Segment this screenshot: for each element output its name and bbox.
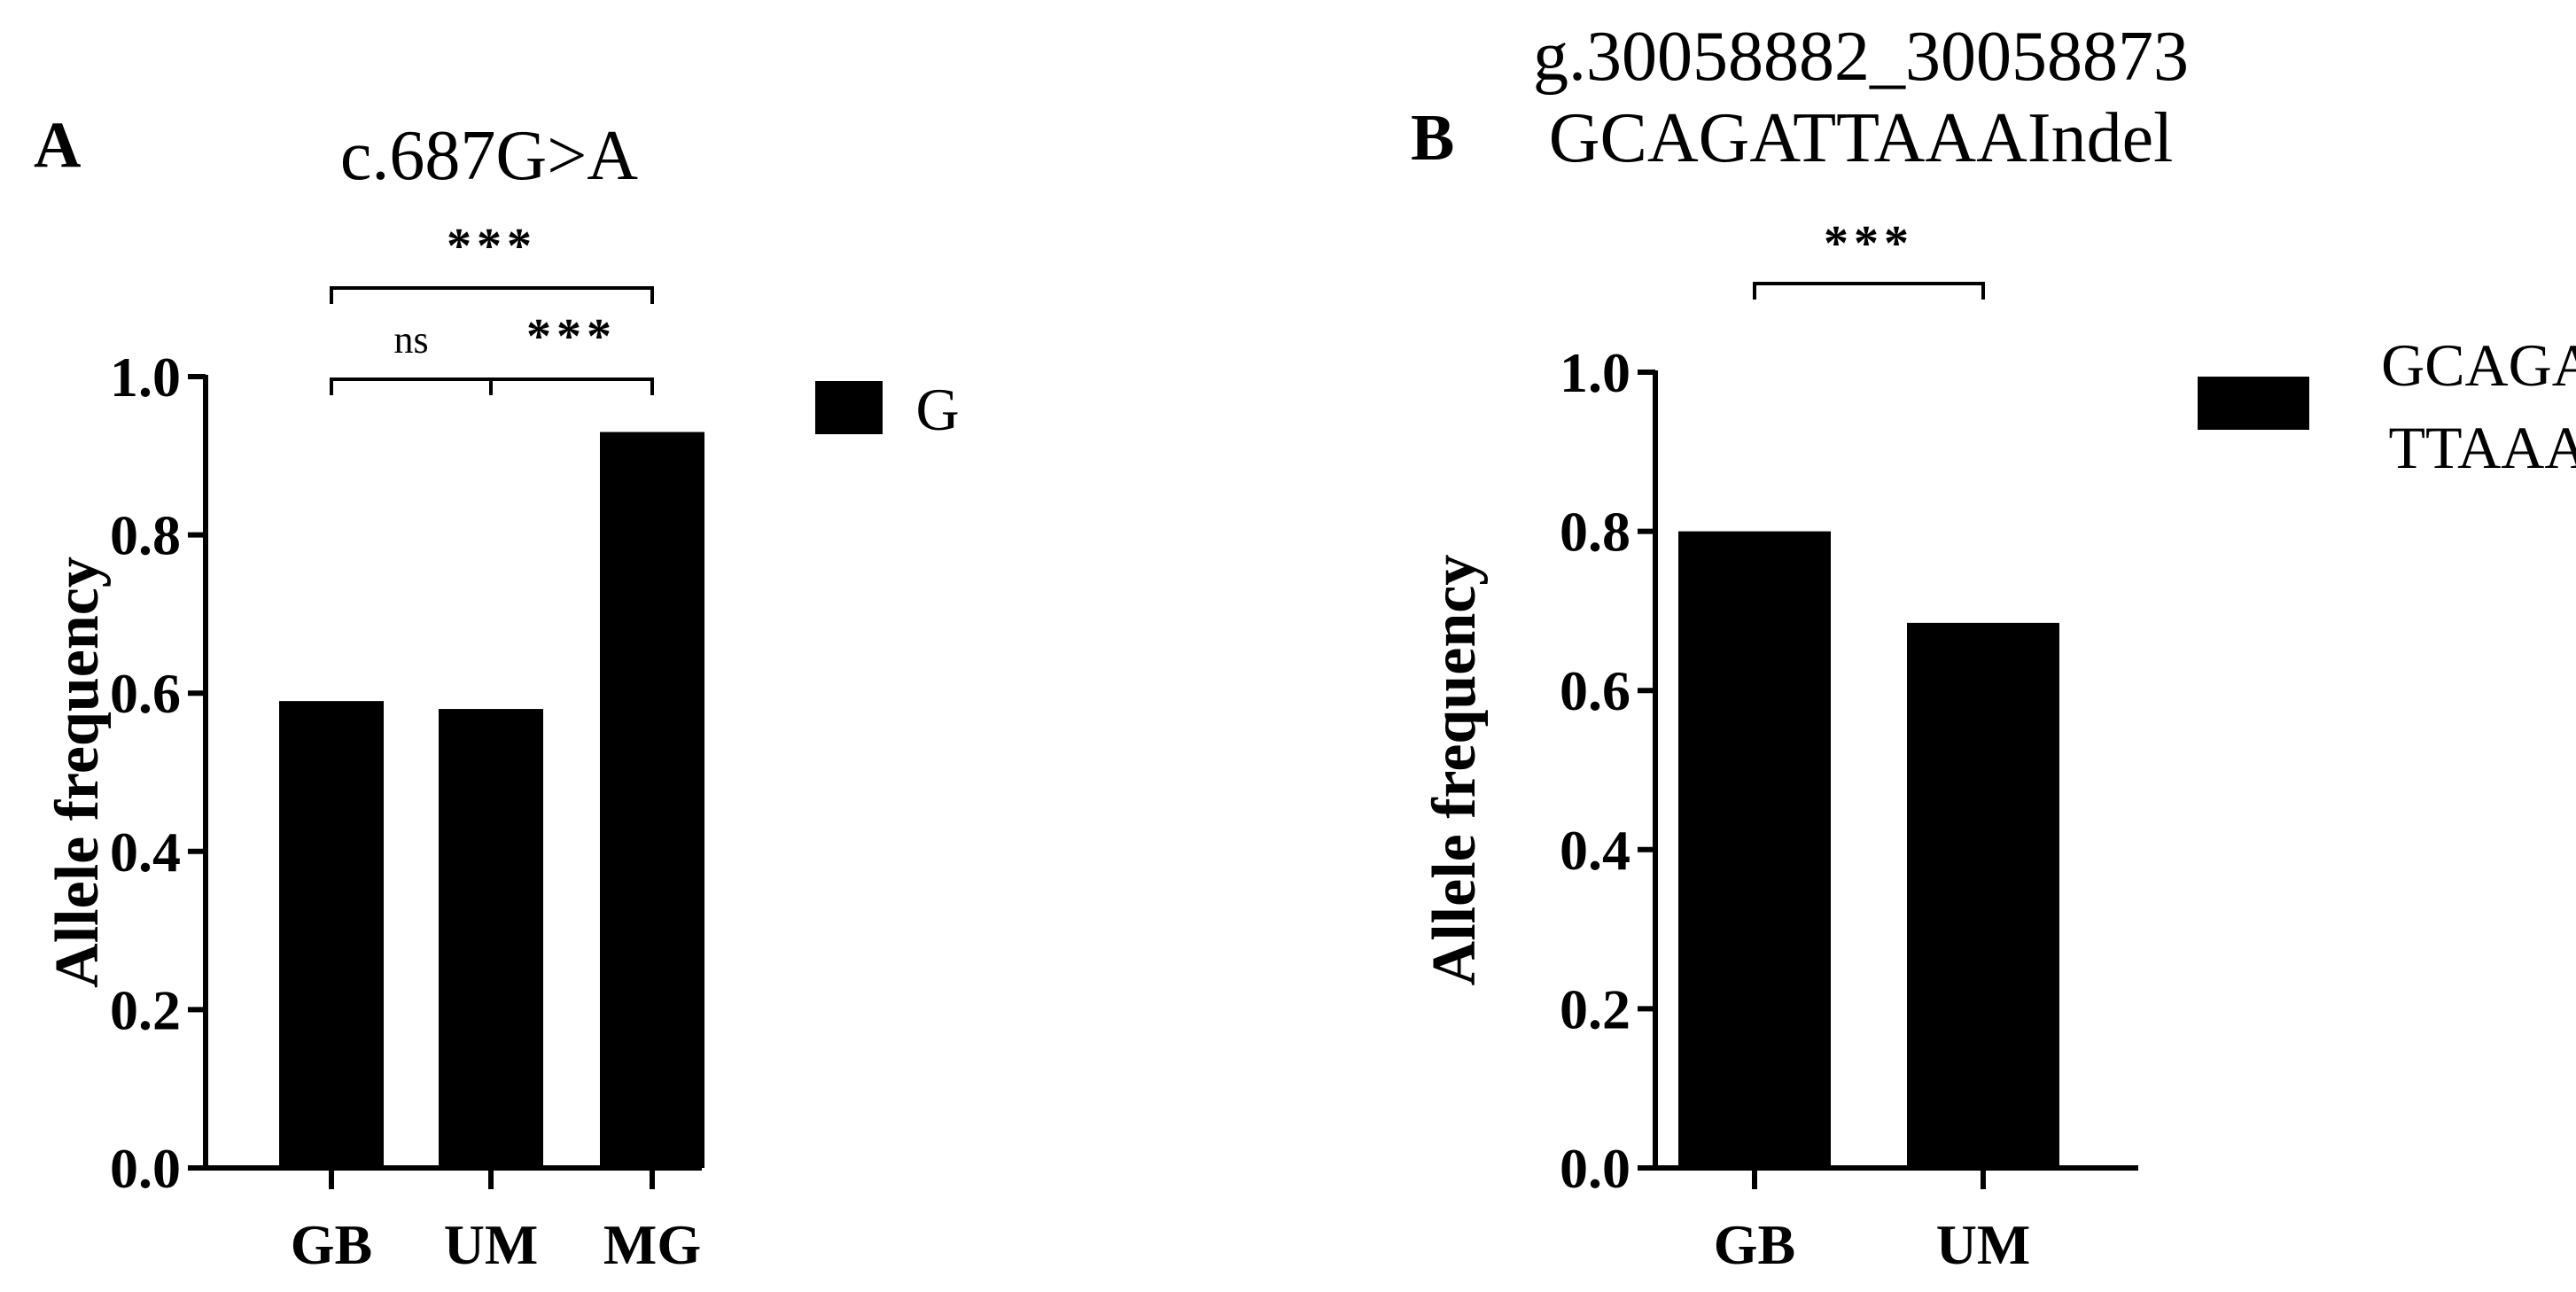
significance-bracket bbox=[1753, 282, 1985, 300]
x-tick-label: GB bbox=[291, 1213, 372, 1276]
legend-label: G bbox=[915, 376, 959, 443]
panel-letter: A bbox=[34, 109, 81, 182]
significance-label-ns: ns bbox=[393, 318, 428, 362]
legend-swatch bbox=[815, 381, 883, 434]
y-tick-label: 0.4 bbox=[1560, 819, 1630, 882]
significance-bracket bbox=[489, 377, 654, 395]
significance-label: *** bbox=[447, 219, 537, 274]
legend-swatch bbox=[2198, 377, 2309, 430]
bar-mg bbox=[600, 432, 704, 1168]
chart-title: g.30058882_30058873 bbox=[1533, 18, 2189, 96]
y-tick-label: 1.0 bbox=[110, 346, 181, 409]
legend-label: TTAAA bbox=[2389, 414, 2576, 481]
bar-um bbox=[439, 709, 543, 1168]
legend-label: GCAGA bbox=[2381, 331, 2576, 399]
panel-letter: B bbox=[1411, 102, 1454, 175]
bar-um bbox=[1907, 622, 2059, 1168]
y-tick-label: 0.2 bbox=[110, 978, 181, 1041]
y-tick-label: 0.6 bbox=[1560, 659, 1630, 722]
y-axis-label: Allele frequency bbox=[1420, 555, 1489, 986]
y-tick-label: 0.0 bbox=[1560, 1137, 1630, 1200]
bar-gb bbox=[1678, 531, 1831, 1168]
x-tick-label: MG bbox=[603, 1213, 701, 1276]
y-axis-label: Allele frequency bbox=[43, 556, 112, 988]
x-tick-label: UM bbox=[444, 1213, 539, 1276]
chart-title: GCAGATTAAAIndel bbox=[1549, 99, 2174, 177]
bar-gb bbox=[279, 701, 384, 1168]
y-tick-label: 0.2 bbox=[1560, 977, 1630, 1040]
significance-bracket bbox=[330, 377, 493, 395]
significance-bracket bbox=[330, 286, 654, 304]
y-tick-label: 0.0 bbox=[110, 1137, 181, 1200]
x-tick-label: UM bbox=[1936, 1213, 2031, 1276]
significance-label: *** bbox=[526, 309, 617, 364]
y-tick-label: 0.8 bbox=[1560, 501, 1630, 564]
chart-title: c.687G>A bbox=[340, 117, 638, 195]
significance-label: *** bbox=[1824, 216, 1914, 271]
y-tick-label: 0.8 bbox=[110, 504, 181, 567]
y-tick-label: 0.4 bbox=[110, 821, 181, 883]
y-tick-label: 1.0 bbox=[1560, 341, 1630, 404]
y-tick-label: 0.6 bbox=[110, 662, 181, 725]
x-tick-label: GB bbox=[1714, 1213, 1795, 1276]
